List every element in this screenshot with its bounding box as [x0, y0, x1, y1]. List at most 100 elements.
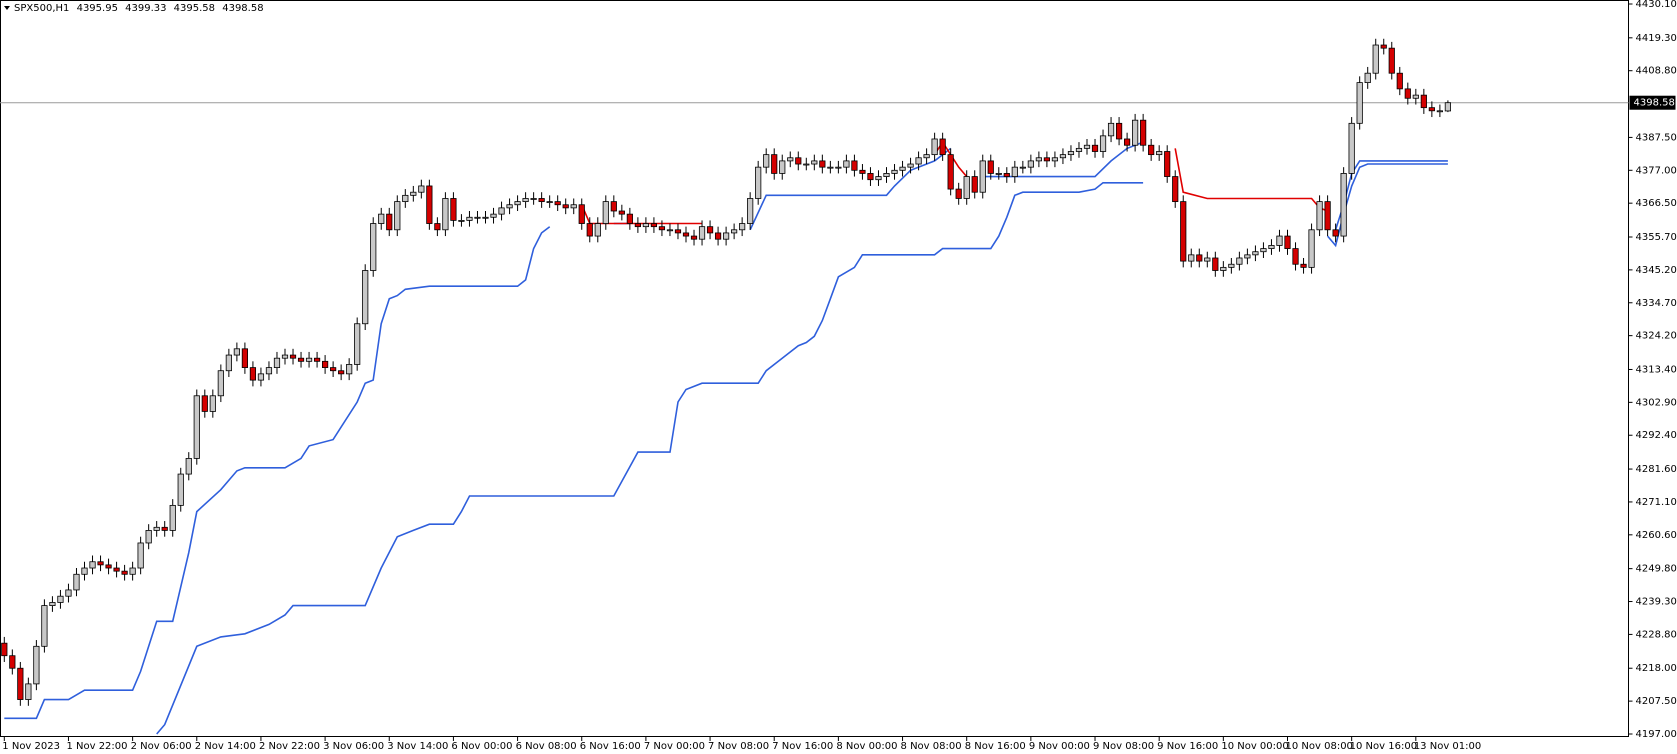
candle-body: [81, 567, 88, 575]
candle-body: [1260, 248, 1267, 253]
price-label-box: [1629, 95, 1676, 110]
candle-body: [739, 223, 746, 231]
candle-body: [1396, 72, 1403, 90]
candle-body: [1164, 151, 1171, 177]
candle-body: [1, 642, 8, 657]
y-tick-label: 4334.70: [1636, 298, 1677, 309]
y-tick-label: 4377.00: [1636, 165, 1677, 176]
candle-body: [1132, 119, 1139, 146]
y-tick-label: 4239.30: [1636, 597, 1677, 608]
candle-body: [426, 185, 433, 224]
y-tick-label: 4355.70: [1636, 232, 1677, 243]
candle-body: [137, 542, 144, 569]
x-tick-label: 9 Nov 16:00: [1157, 741, 1218, 752]
y-tick-label: 4218.00: [1636, 663, 1677, 674]
candle-body: [474, 216, 481, 219]
candle-body: [209, 395, 216, 412]
candle-body: [1268, 245, 1275, 249]
candle-body: [434, 223, 441, 231]
candle-body: [1428, 107, 1435, 112]
candle-body: [1083, 144, 1091, 149]
x-tick-label: 8 Nov 16:00: [965, 741, 1026, 752]
x-tick-label: 10 Nov 16:00: [1350, 741, 1417, 752]
candle-body: [1348, 122, 1355, 174]
candle-body: [57, 595, 64, 603]
candle-body: [1099, 135, 1107, 152]
candle-body: [979, 160, 986, 193]
candle-body: [129, 567, 136, 575]
candle-body: [490, 213, 497, 218]
candle-body: [386, 213, 393, 231]
candle-body: [1340, 173, 1347, 237]
candle-body: [1019, 166, 1026, 169]
candle-body: [65, 589, 72, 597]
candle-body: [1372, 44, 1379, 74]
candle-body: [217, 370, 224, 397]
x-tick-label: 8 Nov 00:00: [836, 741, 897, 752]
candle-body: [723, 232, 730, 240]
indicator-line: [580, 140, 1328, 225]
candle-body: [1276, 235, 1283, 246]
candle-body: [265, 367, 273, 375]
candle-body: [362, 270, 369, 325]
symbol: SPX500,H1: [14, 3, 70, 14]
candle-body: [289, 354, 297, 359]
candle-body: [1107, 122, 1115, 137]
y-tick-label: 4430.10: [1636, 0, 1677, 10]
y-tick-label: 4207.50: [1636, 696, 1677, 707]
candle-body: [963, 176, 970, 199]
candle-body: [33, 645, 40, 685]
y-tick-label: 4366.50: [1636, 198, 1677, 209]
candle-body: [891, 169, 898, 174]
x-tick-label: 8 Nov 08:00: [901, 741, 962, 752]
candle-body: [987, 160, 994, 174]
candle-body: [1284, 235, 1291, 249]
y-tick-label: 4302.90: [1636, 397, 1677, 408]
candle-body: [1115, 122, 1123, 140]
candle-body: [1324, 201, 1331, 231]
candle-body: [666, 229, 674, 232]
menu-triangle[interactable]: [4, 6, 10, 10]
plot-frame: [0, 0, 1629, 737]
close-value: 4398.58: [222, 3, 264, 14]
candle-body: [121, 570, 128, 575]
candle-body: [193, 395, 200, 459]
candle-body: [714, 232, 722, 240]
candle-body: [25, 683, 32, 700]
candle-body: [498, 207, 505, 215]
y-tick-label: 4292.40: [1636, 430, 1677, 441]
candle-body: [201, 395, 208, 412]
candle-body: [1292, 248, 1299, 265]
candle-body: [514, 201, 521, 206]
high-value: 4399.33: [125, 3, 167, 14]
candle-body: [995, 173, 1002, 175]
candle-body: [1444, 102, 1451, 112]
candle-body: [338, 370, 345, 375]
candle-body: [522, 198, 529, 203]
x-tick-label: 2 Nov 14:00: [195, 741, 256, 752]
candle-body: [610, 201, 617, 212]
candle-body: [787, 157, 794, 162]
candle-body: [378, 213, 385, 224]
candle-body: [915, 157, 922, 165]
candle-body: [530, 198, 537, 200]
candle-body: [1228, 263, 1235, 268]
candle-body: [1124, 138, 1131, 146]
candle-body: [506, 204, 513, 209]
candle-body: [835, 166, 842, 169]
candle-body: [755, 166, 762, 199]
candle-body: [89, 561, 96, 569]
candle-body: [867, 173, 874, 181]
candle-body: [241, 348, 248, 368]
y-tick-label: 4249.80: [1636, 564, 1677, 575]
candle-body: [947, 154, 954, 190]
x-tick-label: 13 Nov 01:00: [1414, 741, 1481, 752]
y-tick-label: 4345.20: [1636, 265, 1677, 276]
x-tick-label: 1 Nov 22:00: [66, 741, 127, 752]
candle-body: [305, 357, 313, 362]
candle-body: [330, 367, 337, 372]
x-tick-label: 7 Nov 00:00: [644, 741, 705, 752]
candle-body: [779, 160, 786, 174]
candle-body: [1308, 229, 1315, 268]
